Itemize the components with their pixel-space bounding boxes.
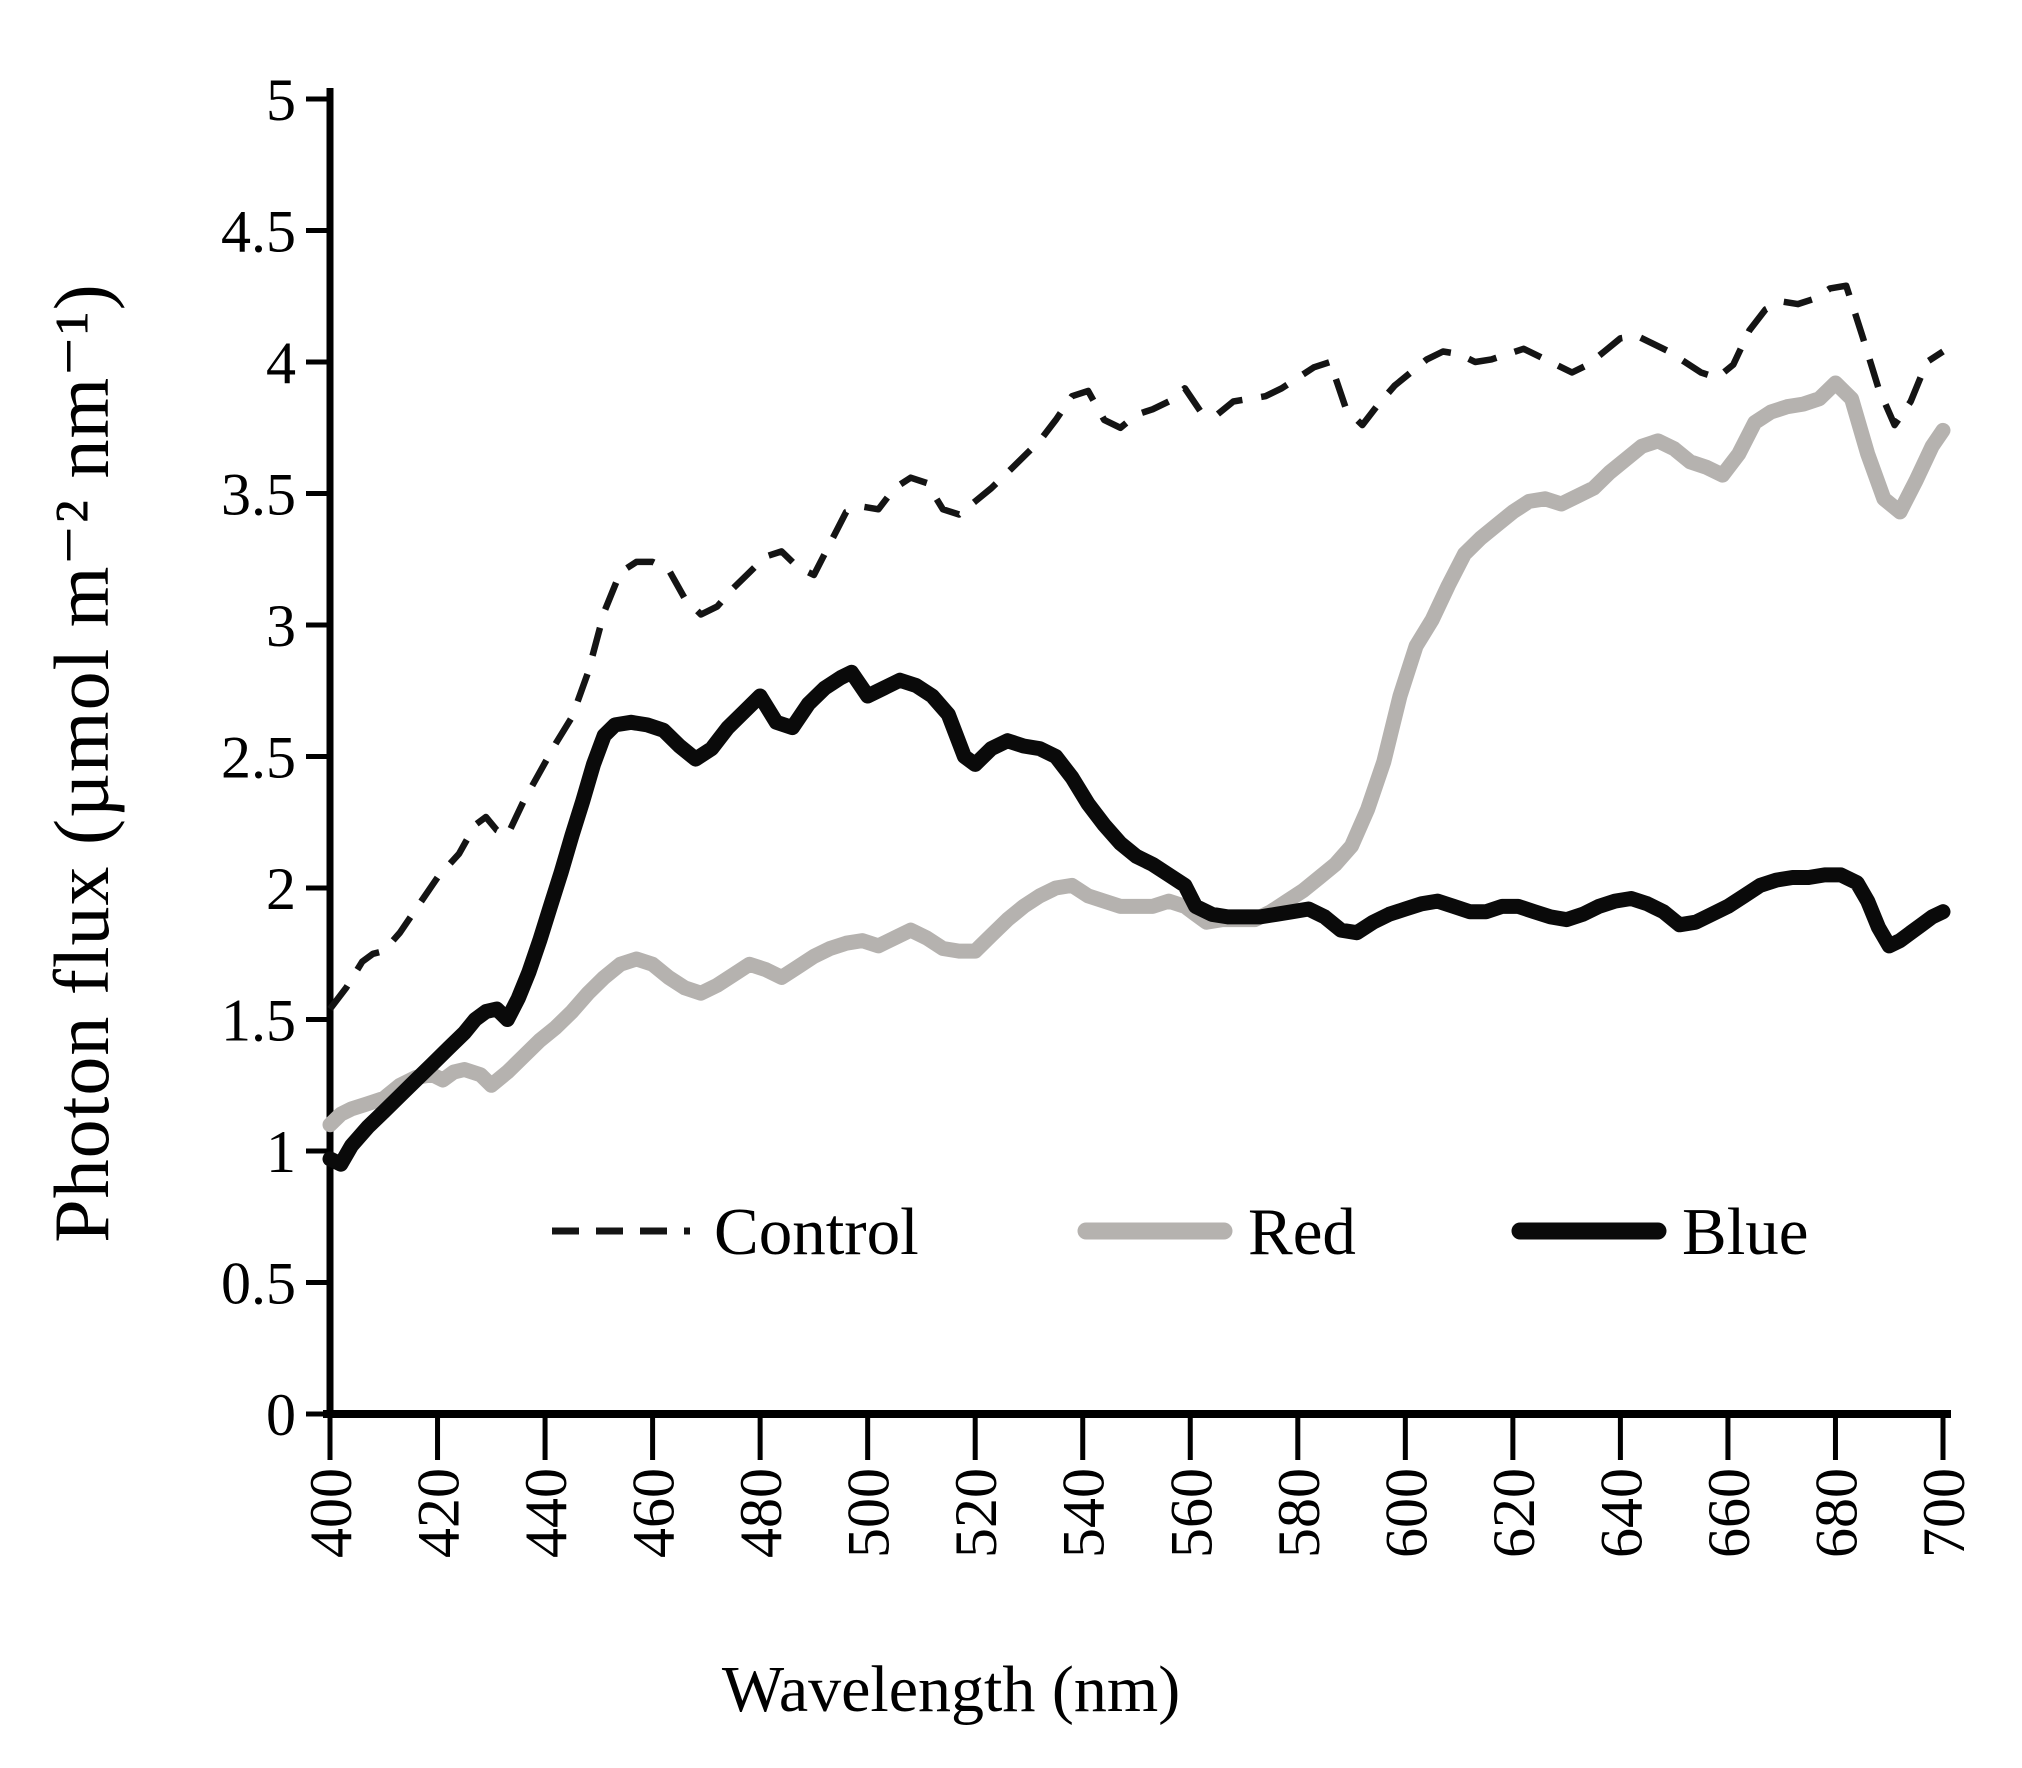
y-tick-label: 2 xyxy=(266,856,296,922)
legend-label-control: Control xyxy=(714,1195,919,1269)
x-tick-label: 460 xyxy=(621,1468,687,1558)
x-tick-label: 700 xyxy=(1911,1468,1977,1558)
y-tick-label: 4.5 xyxy=(221,199,296,265)
legend-label-blue: Blue xyxy=(1682,1195,1809,1269)
y-tick-label: 5 xyxy=(266,67,296,133)
y-tick-label: 2.5 xyxy=(221,725,296,791)
x-tick-label: 580 xyxy=(1266,1468,1332,1558)
x-tick-label: 500 xyxy=(836,1468,902,1558)
x-tick-label: 400 xyxy=(298,1468,364,1558)
x-tick-label: 520 xyxy=(943,1468,1009,1558)
y-tick-label: 3.5 xyxy=(221,462,296,528)
y-tick-label: 0.5 xyxy=(221,1251,296,1317)
x-tick-label: 480 xyxy=(728,1468,794,1558)
x-tick-label: 620 xyxy=(1481,1468,1547,1558)
x-tick-label: 660 xyxy=(1696,1468,1762,1558)
y-tick-label: 1 xyxy=(266,1119,296,1185)
y-axis-title: Photon flux (µmol m⁻² nm⁻¹) xyxy=(38,283,125,1243)
y-tick-label: 1.5 xyxy=(221,988,296,1054)
x-tick-label: 420 xyxy=(406,1468,472,1558)
x-tick-label: 640 xyxy=(1588,1468,1654,1558)
x-tick-label: 560 xyxy=(1158,1468,1224,1558)
y-tick-label: 4 xyxy=(266,330,296,396)
y-tick-label: 3 xyxy=(266,593,296,659)
series-blue-line xyxy=(322,664,1951,1172)
x-tick-label: 600 xyxy=(1373,1468,1439,1558)
x-tick-label: 680 xyxy=(1803,1468,1869,1558)
x-tick-label: 540 xyxy=(1051,1468,1117,1558)
x-axis-title: Wavelength (nm) xyxy=(721,1653,1181,1726)
x-tick-label: 440 xyxy=(513,1468,579,1558)
series-control-line xyxy=(327,282,1945,1011)
series-red-line xyxy=(322,375,1951,1133)
y-tick-label: 0 xyxy=(266,1382,296,1448)
legend-label-red: Red xyxy=(1248,1195,1356,1269)
